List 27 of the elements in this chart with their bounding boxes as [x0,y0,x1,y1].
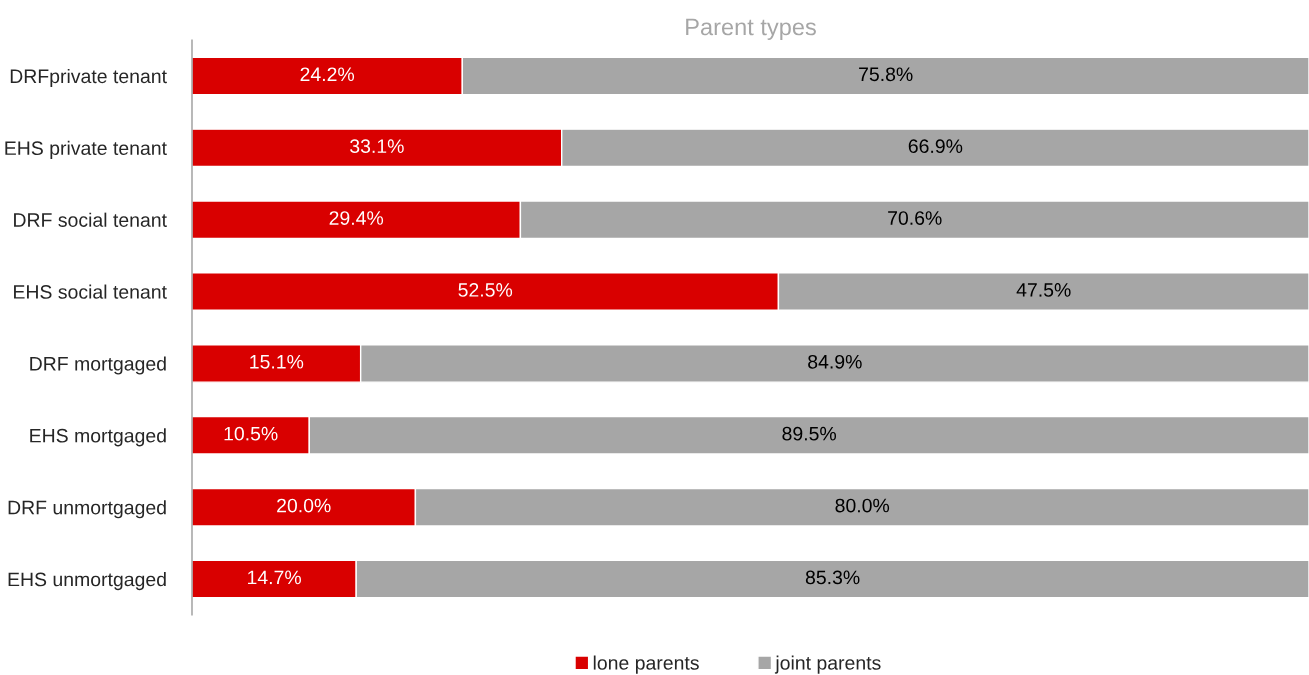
y-tick-label: DRFprivate tenant [10,68,167,88]
data-label: 70.6% [888,211,942,225]
y-tick-label: EHS social tenant [14,284,167,299]
data-label: 14.7% [248,570,301,585]
data-label: 47.5% [1016,283,1071,297]
y-tick-label: EHS mortgaged [30,428,166,447]
data-label: 84.9% [808,354,862,369]
data-label: 52.5% [458,283,513,297]
legend-label: lone parents [593,655,699,674]
y-tick-label: EHS private tenant [5,140,167,159]
data-label: 89.5% [782,426,837,441]
y-tick-label: DRF mortgaged [30,356,166,375]
y-tick-label: DRF social tenant [14,212,167,227]
data-label: 33.1% [350,139,404,154]
legend-label: joint parents [774,655,881,674]
y-tick-label: DRF unmortgaged [8,500,166,519]
data-label: 29.4% [329,211,384,225]
chart-title: Parent types [686,18,816,40]
data-label: 20.0% [277,498,331,513]
data-label: 75.8% [859,67,913,82]
y-tick-label: EHS unmortgaged [8,572,166,591]
data-label: 15.1% [250,354,304,369]
data-label: 66.9% [908,139,963,154]
data-label: 24.2% [300,67,355,82]
data-label: 10.5% [224,426,278,441]
data-label: 85.3% [805,570,860,585]
data-label: 80.0% [835,498,890,513]
